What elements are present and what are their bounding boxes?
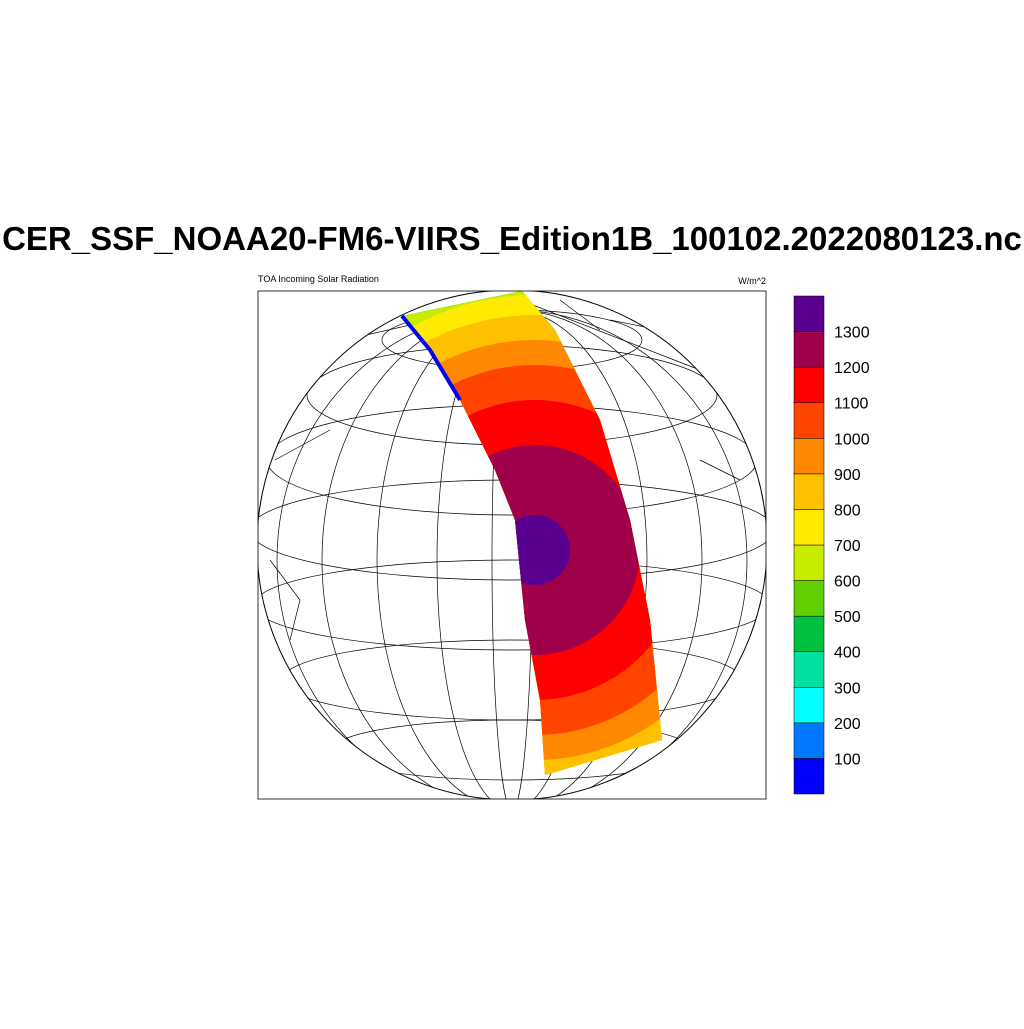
colorbar-label: 500 [834,609,861,626]
units-label: W/m^2 [738,276,766,286]
colorbar-box [793,544,825,581]
colorbar-box [793,758,825,795]
colorbar: 100 200 300 400 500 600 700 800 900 1000 1100 1200 1… [793,295,870,795]
colorbar-label: 1200 [834,360,870,377]
colorbar-label: 700 [834,538,861,555]
colorbar-label: 600 [834,574,861,591]
colorbar-box [793,509,825,546]
colorbar-box [793,615,825,652]
colorbar-label: 800 [834,502,861,519]
colorbar-box [793,366,825,403]
colorbar-box [793,722,825,759]
colorbar-label: 200 [834,716,861,733]
swath-edge [400,314,462,402]
colorbar-label: 900 [834,467,861,484]
title: CER_SSF_NOAA20-FM6-VIIRS_Edition1B_10010… [2,220,1022,257]
colorbar-box [793,651,825,688]
colorbar-label: 100 [834,751,861,768]
field-label: TOA Incoming Solar Radiation [258,274,379,284]
colorbar-box [793,402,825,439]
colorbar-box [793,473,825,510]
frame [257,290,767,800]
colorbar-label: 1300 [834,325,870,342]
colorbar-box [793,580,825,617]
colorbar-label: 1100 [834,396,869,413]
colorbar-box [793,687,825,724]
colorbar-box [793,295,825,332]
colorbar-label: 1000 [834,431,870,448]
colorbar-label: 400 [834,645,861,662]
colorbar-box [793,438,825,475]
colorbar-label: 300 [834,680,861,697]
colorbar-box [793,331,825,368]
map [258,291,766,799]
